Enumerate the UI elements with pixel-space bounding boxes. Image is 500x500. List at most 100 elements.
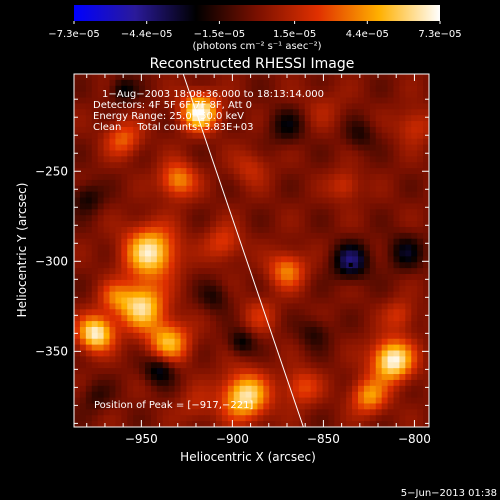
heatmap-cell: [103, 244, 111, 252]
heatmap-cell: [304, 374, 312, 381]
heatmap-cell: [186, 85, 193, 93]
heatmap-cell: [369, 115, 377, 122]
heatmap-cell: [411, 362, 418, 369]
heatmap-cell: [352, 350, 359, 357]
heatmap-cell: [186, 409, 193, 416]
heatmap-cell: [239, 344, 247, 352]
heatmap-cell: [369, 291, 377, 299]
heatmap-cell: [192, 279, 199, 287]
heatmap-cell: [133, 403, 140, 410]
heatmap-cell: [198, 356, 205, 363]
heatmap-cell: [109, 391, 117, 399]
heatmap-cell: [233, 185, 241, 193]
heatmap-cell: [168, 350, 176, 357]
heatmap-cell: [316, 191, 324, 199]
heatmap-cell: [97, 150, 105, 157]
heatmap-cell: [322, 221, 330, 228]
heatmap-cell: [227, 409, 235, 416]
heatmap-cell: [186, 415, 193, 422]
heatmap-cell: [239, 309, 247, 316]
heatmap-cell: [322, 338, 330, 346]
heatmap-cell: [180, 374, 188, 381]
heatmap-cell: [340, 115, 347, 122]
heatmap-cell: [97, 138, 105, 146]
heatmap-cell: [269, 109, 276, 116]
heatmap-cell: [334, 144, 341, 152]
heatmap-cell: [133, 244, 140, 252]
heatmap-cell: [363, 403, 371, 410]
heatmap-cell: [103, 115, 111, 122]
heatmap-cell: [121, 421, 128, 427]
heatmap-cell: [204, 321, 211, 328]
heatmap-cell: [133, 226, 140, 234]
heatmap-cell: [109, 162, 117, 169]
heatmap-cell: [145, 303, 152, 310]
heatmap-cell: [85, 421, 93, 427]
heatmap-cell: [322, 321, 330, 328]
heatmap-cell: [245, 250, 253, 257]
heatmap-cell: [399, 403, 406, 410]
heatmap-cell: [298, 168, 306, 175]
heatmap-cell: [145, 150, 152, 157]
heatmap-cell: [198, 74, 205, 81]
heatmap-cell: [150, 103, 158, 110]
heatmap-cell: [127, 285, 134, 293]
heatmap-cell: [375, 103, 383, 110]
heatmap-cell: [328, 74, 335, 81]
heatmap-cell: [103, 226, 111, 234]
heatmap-cell: [145, 109, 152, 116]
heatmap-cell: [91, 368, 99, 375]
heatmap-cell: [233, 385, 241, 393]
heatmap-cell: [91, 415, 99, 422]
heatmap-cell: [133, 115, 140, 122]
heatmap-cell: [133, 303, 140, 310]
heatmap-cell: [310, 215, 318, 222]
heatmap-cell: [239, 226, 247, 234]
heatmap-cell: [162, 409, 170, 416]
heatmap-cell: [192, 368, 199, 375]
heatmap-cell: [411, 403, 418, 410]
heatmap-cell: [186, 103, 193, 110]
heatmap-cell: [162, 115, 170, 122]
heatmap-cell: [233, 338, 241, 346]
heatmap-cell: [381, 374, 389, 381]
heatmap-cell: [369, 132, 377, 140]
heatmap-cell: [352, 362, 359, 369]
heatmap-cell: [162, 356, 170, 363]
heatmap-cell: [399, 350, 406, 357]
heatmap-cell: [198, 403, 205, 410]
heatmap-cell: [198, 156, 205, 163]
heatmap-cell: [186, 91, 193, 99]
heatmap-cell: [162, 332, 170, 340]
heatmap-cell: [263, 197, 270, 205]
heatmap-cell: [287, 279, 294, 287]
heatmap-cell: [198, 221, 205, 228]
heatmap-cell: [381, 115, 389, 122]
heatmap-cell: [257, 338, 264, 346]
heatmap-cell: [275, 79, 282, 87]
heatmap-cell: [103, 203, 111, 210]
heatmap-cell: [245, 379, 253, 387]
heatmap-cell: [239, 168, 247, 175]
heatmap-cell: [150, 109, 158, 116]
heatmap-cell: [133, 85, 140, 93]
heatmap-cell: [121, 244, 128, 252]
heatmap-cell: [210, 109, 217, 116]
heatmap-cell: [423, 250, 429, 257]
heatmap-cell: [393, 197, 401, 205]
heatmap-cell: [239, 326, 247, 334]
heatmap-cell: [287, 144, 294, 152]
heatmap-cell: [292, 391, 300, 399]
heatmap-cell: [204, 174, 211, 181]
heatmap-cell: [298, 362, 306, 369]
heatmap-cell: [423, 421, 429, 427]
heatmap-cell: [346, 274, 353, 281]
heatmap-cell: [275, 226, 282, 234]
heatmap-cell: [216, 315, 223, 322]
heatmap-cell: [292, 221, 300, 228]
heatmap-cell: [269, 85, 276, 93]
heatmap-cell: [328, 356, 335, 363]
heatmap-cell: [363, 374, 371, 381]
heatmap-cell: [363, 344, 371, 352]
heatmap-cell: [387, 421, 395, 427]
